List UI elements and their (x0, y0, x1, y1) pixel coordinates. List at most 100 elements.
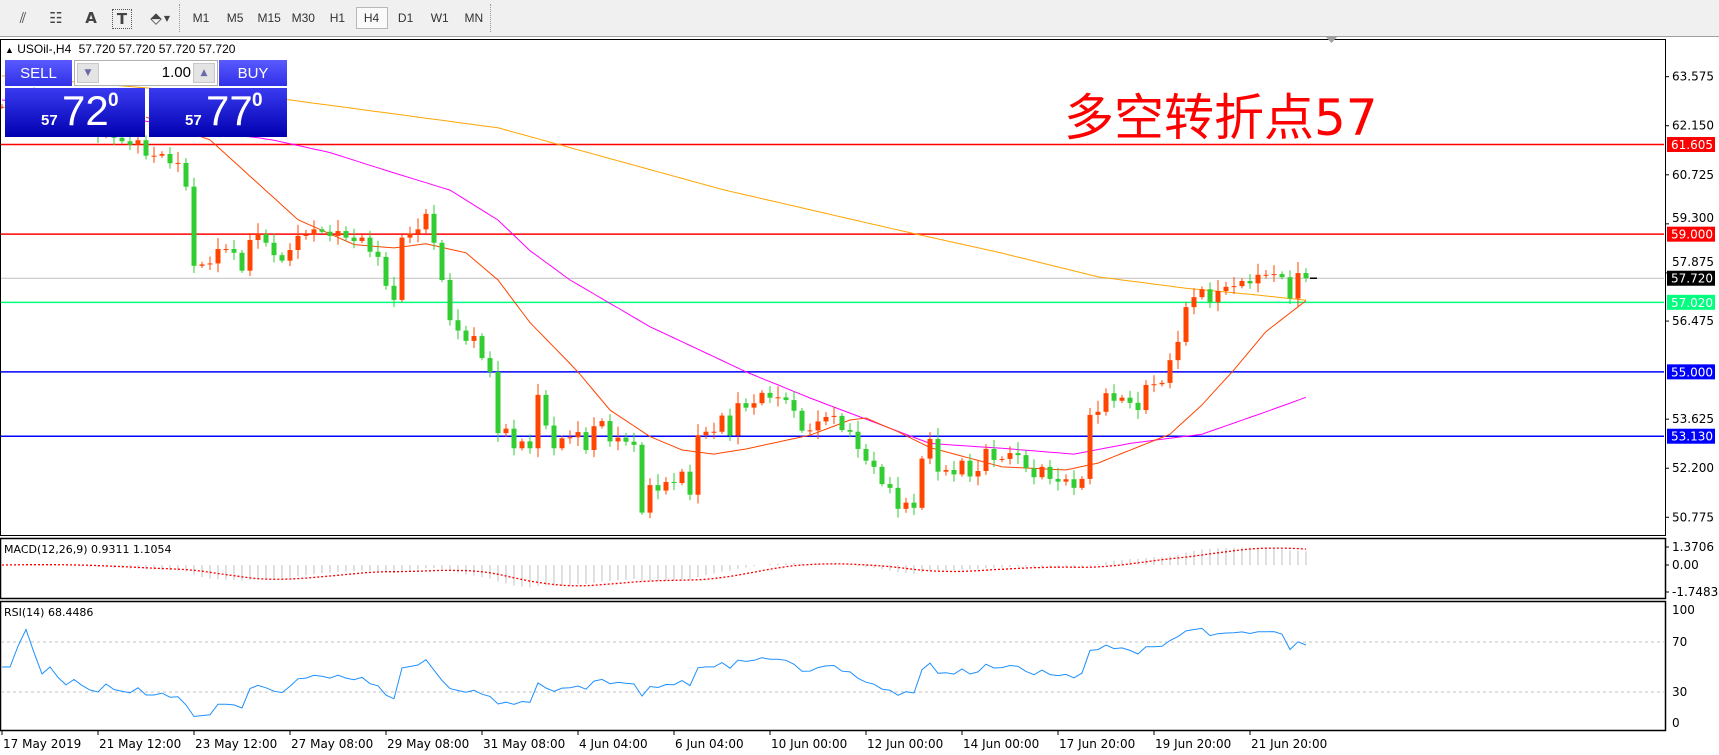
lot-increase-button[interactable]: ▲ (193, 63, 215, 83)
candle[interactable] (375, 240, 381, 266)
candle[interactable] (503, 423, 509, 437)
candle[interactable] (175, 151, 181, 173)
candle[interactable] (303, 229, 309, 240)
candle[interactable] (1079, 476, 1085, 491)
candle[interactable] (239, 250, 245, 273)
candle[interactable] (743, 398, 749, 412)
tools-dropdown-icon[interactable]: ▼ (163, 13, 171, 23)
candle[interactable] (1063, 474, 1069, 486)
candle[interactable] (543, 390, 549, 430)
candle[interactable] (351, 228, 357, 249)
candle[interactable] (927, 432, 933, 465)
timeframe-m15-button[interactable]: M15 (257, 11, 281, 25)
lot-decrease-button[interactable]: ▼ (77, 63, 99, 83)
candle[interactable] (1015, 442, 1021, 464)
candle[interactable] (671, 473, 677, 491)
candle[interactable] (1127, 390, 1133, 409)
candle[interactable] (735, 392, 741, 445)
sell-button[interactable]: SELL (5, 60, 72, 86)
candle[interactable] (447, 273, 453, 326)
collapse-triangle-icon[interactable]: ▲ (5, 45, 14, 55)
candle[interactable] (719, 412, 725, 434)
candle[interactable] (199, 261, 205, 269)
candle[interactable] (855, 420, 861, 458)
candle[interactable] (799, 407, 805, 433)
candle[interactable] (1159, 380, 1165, 387)
candle[interactable] (895, 476, 901, 518)
candle[interactable] (487, 351, 493, 378)
candle[interactable] (311, 220, 317, 242)
candle[interactable] (255, 223, 261, 249)
candle[interactable] (511, 419, 517, 456)
candle[interactable] (367, 230, 373, 258)
timeframe-m1-button[interactable]: M1 (192, 11, 210, 25)
candle[interactable] (583, 427, 589, 454)
candle[interactable] (1303, 268, 1309, 283)
equidistant-channel-icon[interactable]: ⫽ (19, 9, 27, 27)
candle[interactable] (999, 456, 1005, 463)
candle[interactable] (1047, 459, 1053, 485)
candle[interactable] (823, 412, 829, 426)
candle[interactable] (1199, 286, 1205, 300)
candle[interactable] (759, 390, 765, 406)
candle[interactable] (1135, 391, 1141, 419)
candle[interactable] (1263, 269, 1269, 279)
candle[interactable] (1143, 380, 1149, 414)
candle[interactable] (335, 220, 341, 245)
candle[interactable] (407, 226, 413, 244)
timeframe-m30-button[interactable]: M30 (291, 11, 315, 25)
candle[interactable] (1247, 274, 1253, 289)
candle[interactable] (535, 383, 541, 458)
candle[interactable] (727, 408, 733, 442)
candle[interactable] (1175, 330, 1181, 369)
candle[interactable] (567, 430, 573, 444)
candle[interactable] (471, 327, 477, 349)
text-label-icon[interactable]: T (112, 9, 132, 29)
buy-button[interactable]: BUY (219, 60, 287, 86)
candle[interactable] (1007, 446, 1013, 465)
candle[interactable] (591, 417, 597, 458)
candle[interactable] (815, 410, 821, 440)
candle[interactable] (983, 444, 989, 475)
timeframe-d1-button[interactable]: D1 (397, 11, 414, 25)
candle[interactable] (463, 325, 469, 345)
candle[interactable] (415, 218, 421, 243)
candle[interactable] (1231, 277, 1237, 294)
candle[interactable] (607, 414, 613, 447)
candle[interactable] (687, 464, 693, 501)
timeframe-w1-button[interactable]: W1 (430, 11, 449, 25)
candle[interactable] (663, 477, 669, 495)
candle[interactable] (599, 418, 605, 429)
candle[interactable] (1279, 271, 1285, 280)
timeframe-h4-button[interactable]: H4 (355, 7, 388, 29)
candle[interactable] (207, 256, 213, 270)
candle[interactable] (1071, 470, 1077, 496)
candle[interactable] (1095, 400, 1101, 424)
candle[interactable] (839, 413, 845, 433)
candle[interactable] (519, 438, 525, 451)
candle[interactable] (767, 385, 773, 404)
candle[interactable] (327, 224, 333, 242)
candle[interactable] (215, 237, 221, 273)
candle[interactable] (911, 493, 917, 515)
candle[interactable] (655, 474, 661, 500)
candle[interactable] (263, 229, 269, 247)
candle[interactable] (1295, 262, 1301, 308)
candle[interactable] (1287, 270, 1293, 305)
buy-price-button[interactable]: 57 77 0 (149, 87, 287, 137)
candle[interactable] (551, 416, 557, 456)
candle[interactable] (615, 426, 621, 451)
lot-size-input[interactable]: 1.00 (161, 64, 191, 81)
candle[interactable] (167, 147, 173, 169)
candle[interactable] (391, 276, 397, 308)
candle[interactable] (159, 151, 165, 158)
candle[interactable] (679, 468, 685, 486)
candle[interactable] (847, 423, 853, 438)
candle[interactable] (1023, 450, 1029, 473)
candle[interactable] (975, 459, 981, 486)
candle[interactable] (791, 391, 797, 418)
candle[interactable] (751, 394, 757, 415)
sell-price-button[interactable]: 57 72 0 (5, 87, 145, 137)
candle[interactable] (559, 435, 565, 451)
candle[interactable] (1087, 407, 1093, 485)
